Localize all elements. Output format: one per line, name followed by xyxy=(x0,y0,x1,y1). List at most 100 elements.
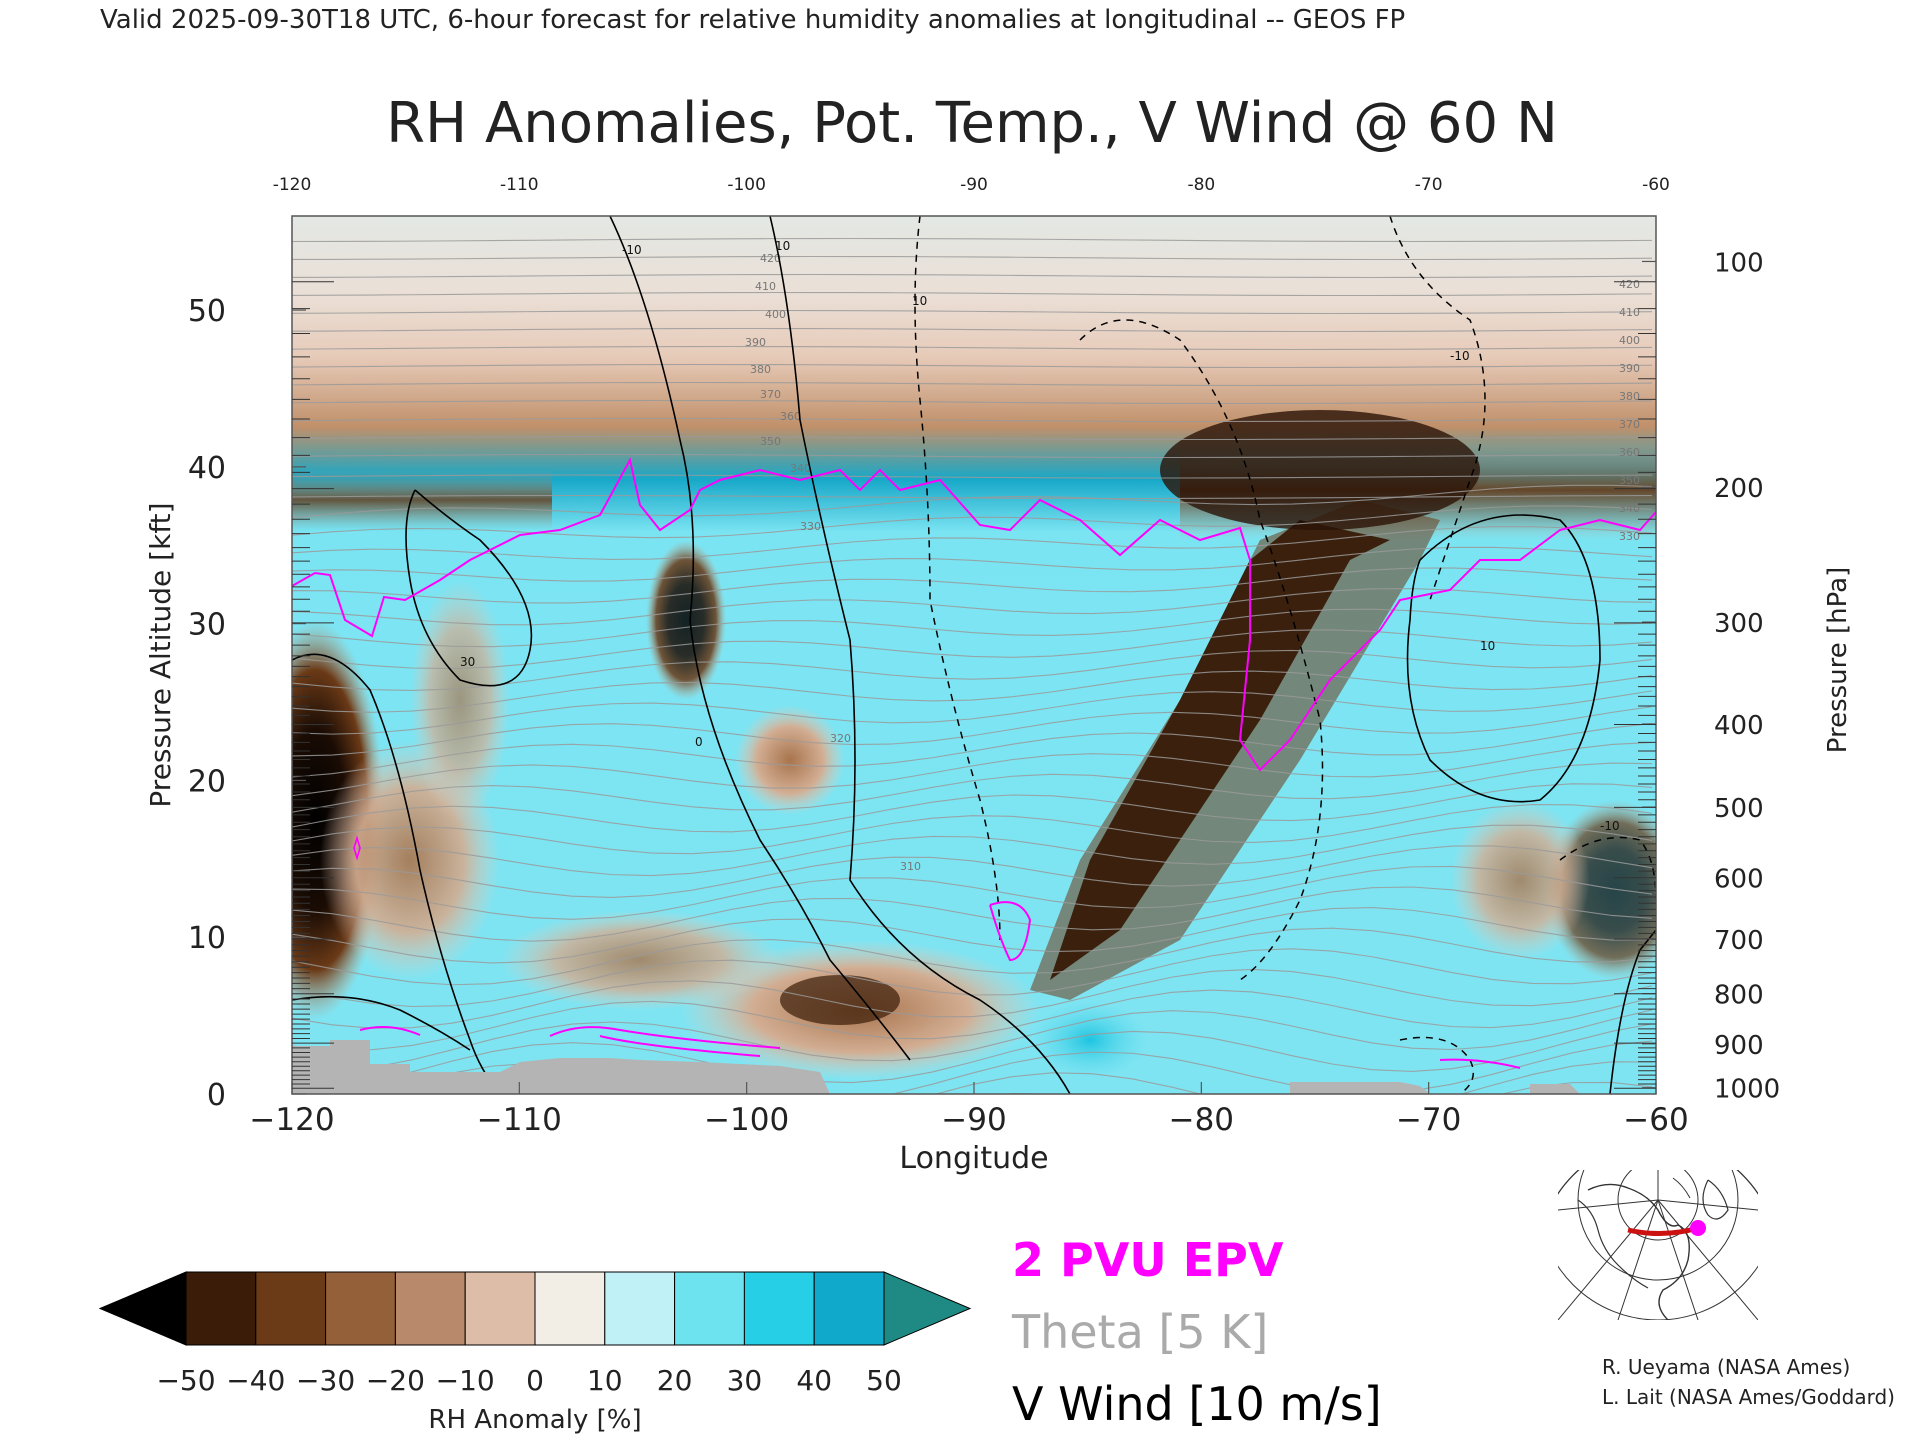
top-tick-label: -110 xyxy=(500,175,539,195)
colorbar-tick-label: 50 xyxy=(866,1364,902,1397)
theta-contour-line xyxy=(292,1023,1653,1094)
theta-contour-line xyxy=(292,722,1653,778)
top-tick-label: -60 xyxy=(1642,175,1670,195)
theta-contour-line xyxy=(292,608,1653,648)
terrain-mask xyxy=(292,1040,1580,1094)
y-tick-label: 10 xyxy=(188,921,226,956)
theta-contour-line xyxy=(292,803,1653,855)
theta-contour-line xyxy=(292,381,1653,387)
top-tick-label: -70 xyxy=(1415,175,1443,195)
y-tick-label: 30 xyxy=(188,608,226,643)
v-wind-contour-solid xyxy=(1406,514,1601,803)
theta-contour-line xyxy=(292,741,1653,797)
v-wind-label: -10 xyxy=(1600,819,1620,833)
colorbar-bin xyxy=(674,1271,745,1346)
v-wind-label: 10 xyxy=(1480,639,1495,653)
v-wind-label: 30 xyxy=(460,655,475,669)
colorbar-bin xyxy=(185,1271,257,1346)
theta-contour-line xyxy=(292,845,1653,899)
colorbar: −50 −40 −30 −20 −10 0 10 20 30 40 50 RH Anomaly [%] xyxy=(98,1271,972,1435)
top-tick-label: -120 xyxy=(273,175,312,195)
pressure-tick-label: 1000 xyxy=(1714,1075,1780,1105)
x-tick-label: −120 xyxy=(249,1102,334,1138)
v-wind-label: 10 xyxy=(912,294,927,308)
x-tick-label: −70 xyxy=(1396,1102,1461,1138)
theta-contour-line xyxy=(292,435,1653,441)
pressure-tick-label: 700 xyxy=(1714,926,1764,956)
theta-contour-line xyxy=(292,824,1653,877)
theta-label: 390 xyxy=(745,336,766,349)
theta-contour-line xyxy=(292,291,1653,297)
location-marker xyxy=(1690,1220,1706,1236)
theta-contour-line xyxy=(292,783,1653,833)
theta-contour-line xyxy=(292,327,1653,333)
theta-label-right: 390 xyxy=(1619,362,1640,375)
theta-contours: 420 420 410 410 400 400 390 390 380 380 370 370 360 3… xyxy=(292,237,1653,1094)
legend-epv: 2 PVU EPV xyxy=(1012,1233,1284,1287)
theta-contour-line xyxy=(292,505,1653,539)
v-wind-contour-solid xyxy=(609,216,911,1061)
theta-label: 420 xyxy=(760,252,781,265)
theta-label-right: 420 xyxy=(1619,278,1640,291)
theta-label: 380 xyxy=(750,363,771,376)
colorbar-bin xyxy=(534,1271,606,1346)
epv-contour-surface xyxy=(359,1025,1521,1069)
y-tick-label: 50 xyxy=(188,294,226,329)
colorbar-bin xyxy=(325,1271,396,1346)
theta-label-right: 370 xyxy=(1619,418,1640,431)
theta-label: 310 xyxy=(900,860,921,873)
colorbar-bin xyxy=(464,1271,536,1346)
colorbar-bin xyxy=(743,1271,815,1346)
chart-title: RH Anomalies, Pot. Temp., V Wind @ 60 N xyxy=(386,91,1558,156)
theta-contour-line xyxy=(292,399,1653,405)
top-tick-label: -100 xyxy=(727,175,766,195)
top-tick-label: -80 xyxy=(1187,175,1215,195)
theta-label-right: 340 xyxy=(1619,502,1640,515)
theta-contour-line xyxy=(292,886,1653,942)
theta-contour-line xyxy=(292,273,1653,279)
colorbar-high-arrow xyxy=(883,1271,972,1346)
theta-contour-line xyxy=(292,927,1653,986)
theta-contour-line xyxy=(292,255,1653,261)
theta-contour-line xyxy=(292,345,1653,351)
colorbar-tick-label: 10 xyxy=(587,1364,623,1397)
theta-contour-line xyxy=(292,865,1653,920)
latitude-path xyxy=(1627,1225,1699,1237)
theta-contour-line xyxy=(292,546,1653,582)
x-axis-label: Longitude xyxy=(899,1141,1048,1176)
v-wind-label: 10 xyxy=(775,239,790,253)
v-wind-contour-solid xyxy=(405,489,533,687)
theta-contour-line xyxy=(292,237,1653,243)
pressure-tick-label: 300 xyxy=(1714,609,1764,639)
theta-label-right: 350 xyxy=(1619,474,1640,487)
theta-label: 400 xyxy=(765,308,786,321)
theta-label: 350 xyxy=(760,435,781,448)
theta-contour-line xyxy=(292,948,1653,1008)
theta-label-right: 400 xyxy=(1619,334,1640,347)
pressure-tick-label: 200 xyxy=(1714,474,1764,504)
theta-label: 320 xyxy=(830,732,851,745)
theta-contour-line xyxy=(292,309,1653,315)
theta-label: 360 xyxy=(780,410,801,423)
v-wind-label: 0 xyxy=(695,735,703,749)
colorbar-bin xyxy=(255,1271,327,1346)
colorbar-bin xyxy=(813,1271,885,1346)
inset-map xyxy=(1558,1170,1758,1320)
colorbar-tick-label: 0 xyxy=(526,1364,544,1397)
theta-contour-line xyxy=(292,567,1653,604)
theta-contour-line xyxy=(292,484,1653,519)
top-tick-label: -90 xyxy=(960,175,988,195)
v-wind-contour-solid xyxy=(769,216,1071,1094)
theta-label-right: 410 xyxy=(1619,306,1640,319)
y-tick-label: 20 xyxy=(188,764,226,799)
epv-contour-small xyxy=(989,901,1032,962)
valid-line: Valid 2025-09-30T18 UTC, 6-hour forecast… xyxy=(100,5,1405,35)
theta-contour-line xyxy=(292,417,1653,423)
v-wind-contour-dashed xyxy=(1079,319,1324,981)
pressure-tick-label: 400 xyxy=(1714,711,1764,741)
theta-label: 410 xyxy=(755,280,776,293)
theta-contour-line xyxy=(292,474,1653,479)
colorbar-tick-label: −10 xyxy=(436,1364,495,1397)
